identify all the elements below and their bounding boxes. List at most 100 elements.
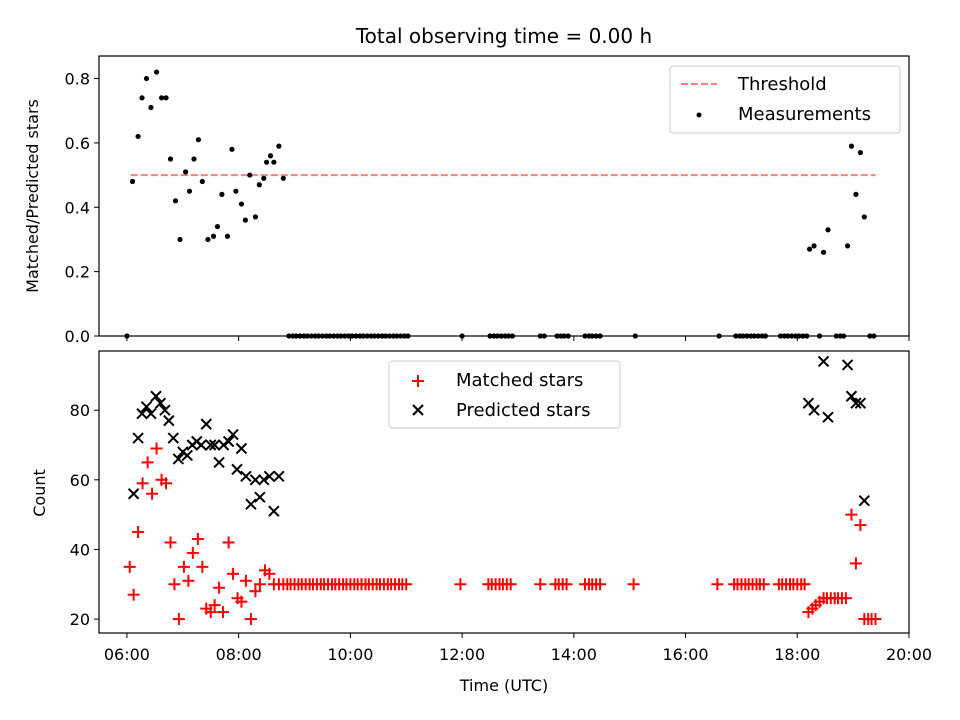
predicted-star-point (235, 442, 248, 455)
measurement-point (167, 156, 174, 162)
matched-star-point (123, 560, 136, 573)
matched-star-point (177, 560, 190, 573)
predicted-star-point (245, 498, 257, 510)
top-ytick-label: 0.8 (65, 70, 90, 89)
predicted-star-point (808, 404, 820, 416)
predicted-star-point (258, 474, 270, 486)
measurement-point (806, 246, 813, 252)
matched-star-point (127, 588, 140, 601)
measurement-point (153, 69, 160, 75)
bottom-ytick-label: 20 (70, 610, 90, 629)
predicted-star-point (217, 439, 230, 451)
top-ytick-label: 0.0 (65, 327, 90, 346)
predicted-star-point (127, 488, 140, 500)
predicted-star-point (208, 439, 221, 451)
bottom-axes-frame (98, 350, 910, 634)
bottom-panel: Count Time (UTC) 20 40 60 80 06:00 08:00 10:0… (30, 350, 932, 695)
predicted-star-point (200, 418, 212, 430)
bottom-xtick-label: 14:00 (551, 645, 597, 664)
chart-title: Total observing time = 0.00 h (355, 24, 652, 48)
bottom-xticks: 06:00 08:00 10:00 12:00 14:00 16:00 18:00 20:00 (104, 633, 932, 664)
matched-star-point (136, 477, 149, 490)
measurement-point (210, 233, 217, 239)
matched-star-point (191, 533, 204, 545)
measurement-point (848, 143, 855, 149)
measurement-point (844, 243, 851, 249)
count-points (123, 355, 882, 626)
matched-star-point (164, 536, 177, 549)
matched-star-point (845, 508, 858, 521)
legend-threshold-label: Threshold (737, 74, 827, 95)
measurement-point (252, 214, 259, 220)
measurement-point (172, 198, 179, 204)
top-yticks: 0.0 0.2 0.4 0.6 0.8 (65, 70, 99, 346)
matched-star-point (222, 536, 235, 549)
predicted-star-point (858, 494, 871, 507)
matched-star-point (172, 613, 185, 626)
matched-star-point (757, 578, 770, 591)
predicted-star-point (172, 453, 185, 465)
predicted-star-point (213, 456, 225, 469)
predicted-star-point (167, 432, 180, 444)
matched-star-point (400, 578, 413, 591)
matched-star-point (869, 613, 882, 626)
top-ylabel: Matched/Predicted stars (23, 99, 42, 293)
measurement-point (195, 137, 202, 143)
predicted-star-point (850, 397, 862, 409)
matched-star-point (168, 578, 181, 591)
bottom-xtick-label: 20:00 (886, 645, 932, 664)
measurement-point (261, 175, 267, 181)
measurement-point (811, 243, 817, 249)
bottom-xtick-label: 06:00 (104, 645, 150, 664)
predicted-star-point (841, 359, 854, 371)
measurement-point (199, 178, 205, 185)
matched-star-point (146, 487, 159, 500)
measurement-point (148, 104, 154, 111)
predicted-star-point (136, 407, 148, 420)
measurement-point (242, 217, 248, 223)
matched-star-point (534, 578, 547, 591)
measurement-point (233, 188, 239, 194)
matched-star-point (141, 456, 154, 469)
bottom-xtick-label: 08:00 (216, 645, 262, 664)
legend-matched-label: Matched stars (456, 370, 583, 391)
measurement-point (229, 146, 235, 152)
measurement-point (143, 75, 150, 82)
matched-star-point (204, 606, 217, 619)
matched-star-point (594, 578, 607, 591)
measurement-point (267, 153, 274, 159)
predicted-star-point (163, 414, 175, 427)
measurement-point (825, 227, 831, 233)
bottom-legend: Matched stars Predicted stars (388, 360, 621, 429)
predicted-star-point (273, 470, 285, 483)
measurement-point (238, 201, 245, 207)
predicted-star-point (268, 505, 280, 517)
top-panel: Total observing time = 0.00 h Matched/Pr… (23, 24, 910, 346)
predicted-star-point (195, 439, 207, 451)
predicted-star-point (132, 432, 144, 444)
matched-star-point (186, 546, 199, 559)
matched-star-point (217, 606, 230, 619)
legend-measurements-label: Measurements (738, 104, 871, 125)
measurement-point (205, 236, 211, 243)
measurement-point (247, 172, 253, 178)
measurement-point (219, 191, 225, 197)
matched-star-point (182, 574, 195, 587)
predicted-star-point (249, 474, 262, 486)
measurement-point (135, 133, 141, 140)
matched-star-point (244, 613, 257, 626)
predicted-star-point (854, 397, 867, 409)
predicted-star-point (159, 404, 171, 416)
bottom-legend-box (388, 360, 621, 429)
measurement-point (263, 159, 270, 165)
matched-star-point (249, 585, 262, 598)
matched-star-point (560, 578, 573, 591)
predicted-star-point (240, 470, 252, 483)
bottom-ytick-label: 60 (70, 471, 90, 490)
measurement-point (158, 95, 165, 101)
predicted-star-point (822, 411, 834, 423)
matched-star-point (235, 595, 248, 608)
predicted-star-point (140, 400, 153, 413)
matched-star-point (849, 557, 862, 570)
